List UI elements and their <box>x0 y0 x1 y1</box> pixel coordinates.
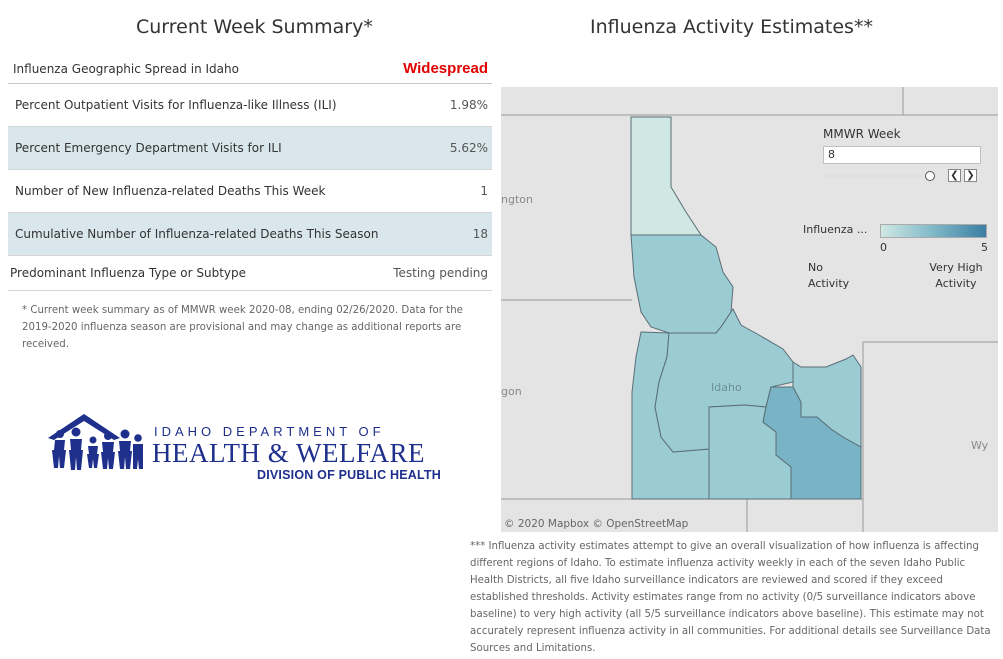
mmwr-week-title: MMWR Week <box>823 127 901 141</box>
mmwr-week-control: MMWR Week 8 ❮ ❯ <box>823 127 983 183</box>
map-footnote: *** Influenza activity estimates attempt… <box>470 541 991 654</box>
logo-text-health-welfare: HEALTH & WELFARE <box>152 438 425 468</box>
summary-footnote: * Current week summary as of MMWR week 2… <box>22 305 463 350</box>
map-attribution[interactable]: © 2020 Mapbox © OpenStreetMap <box>504 518 689 530</box>
legend-low-label: No Activity <box>808 261 850 290</box>
family-house-icon <box>48 414 143 470</box>
district-eastern <box>792 354 862 448</box>
slider-thumb[interactable] <box>925 171 935 181</box>
idhw-logo: IDAHO DEPARTMENT OF HEALTH & WELFARE DIV… <box>46 412 441 492</box>
legend-high-label: Very High Activity <box>929 261 983 290</box>
legend-max: 5 <box>981 241 988 254</box>
map-title: Influenza Activity Estimates** <box>590 16 873 38</box>
map-label-oregon: gon <box>501 385 522 398</box>
district-north-central <box>630 234 734 334</box>
row-value: 5.62% <box>449 141 488 155</box>
logo-text-dept: IDAHO DEPARTMENT OF <box>154 424 385 439</box>
map-label-washington: ngton <box>501 193 533 206</box>
predominant-type-row: Predominant Influenza Type or Subtype Te… <box>8 256 492 291</box>
map-canvas <box>501 87 998 532</box>
next-week-button[interactable]: ❯ <box>964 169 977 182</box>
predominant-type-value: Testing pending <box>393 266 488 280</box>
table-row: Number of New Influenza-related Deaths T… <box>8 170 492 213</box>
previous-week-button[interactable]: ❮ <box>948 169 961 182</box>
influenza-map[interactable]: ngton gon Idaho Wy MMWR Week 8 ❮ ❯ Influ… <box>501 87 998 532</box>
summary-table: Influenza Geographic Spread in Idaho Wid… <box>8 54 492 291</box>
row-value: 1.98% <box>449 98 488 112</box>
legend-color-ramp <box>880 224 987 238</box>
geographic-spread-label: Influenza Geographic Spread in Idaho <box>13 61 239 76</box>
district-panhandle <box>630 116 702 236</box>
slider-track[interactable] <box>823 175 923 177</box>
row-label: Number of New Influenza-related Deaths T… <box>15 184 326 198</box>
map-label-idaho: Idaho <box>711 381 742 394</box>
table-row: Percent Outpatient Visits for Influenza-… <box>8 84 492 127</box>
row-label: Percent Outpatient Visits for Influenza-… <box>15 98 337 112</box>
map-label-wyoming: Wy <box>971 439 989 452</box>
mmwr-week-input[interactable]: 8 <box>823 146 981 164</box>
row-value: 1 <box>480 184 488 198</box>
mmwr-week-slider[interactable]: ❮ ❯ <box>823 169 983 183</box>
legend-min: 0 <box>880 241 887 254</box>
row-label: Percent Emergency Department Visits for … <box>15 141 282 155</box>
idaho-districts <box>630 116 862 500</box>
activity-legend: Influenza ... 0 5 No Activity Very High Ac… <box>803 223 993 293</box>
geographic-spread-row: Influenza Geographic Spread in Idaho Wid… <box>8 54 492 84</box>
row-label: Cumulative Number of Influenza-related D… <box>15 227 379 241</box>
legend-title: Influenza ... <box>803 223 868 236</box>
geographic-spread-value: Widespread <box>403 60 488 77</box>
predominant-type-label: Predominant Influenza Type or Subtype <box>10 266 247 280</box>
table-row: Cumulative Number of Influenza-related D… <box>8 213 492 256</box>
logo-text-division: DIVISION OF PUBLIC HEALTH <box>257 468 441 482</box>
row-value: 18 <box>472 227 488 241</box>
summary-title: Current Week Summary* <box>136 16 373 38</box>
table-row: Percent Emergency Department Visits for … <box>8 127 492 170</box>
